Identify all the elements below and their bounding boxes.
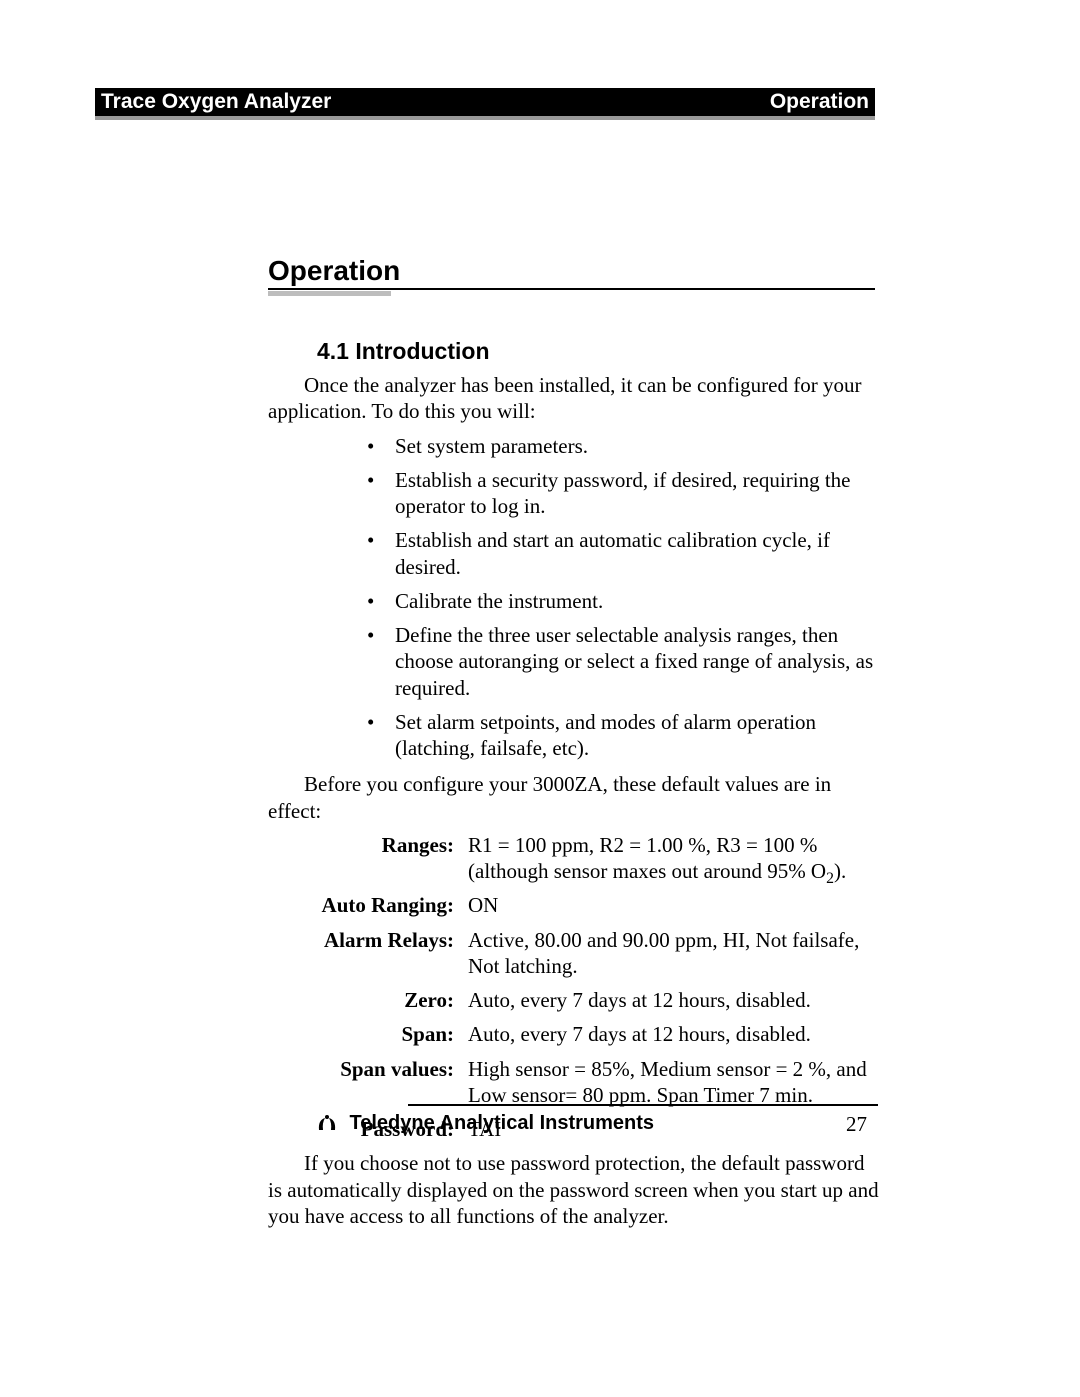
list-item: Establish a security password, if desire… bbox=[373, 467, 879, 520]
default-label: Zero: bbox=[268, 987, 468, 1013]
default-value: ON bbox=[468, 892, 879, 918]
chapter-rule bbox=[268, 288, 875, 290]
teledyne-logo-icon bbox=[316, 1114, 338, 1138]
table-row: Zero: Auto, every 7 days at 12 hours, di… bbox=[268, 987, 879, 1013]
default-label: Auto Ranging: bbox=[268, 892, 468, 918]
footer-rule bbox=[408, 1104, 878, 1106]
closing-paragraph: If you choose not to use password protec… bbox=[268, 1150, 879, 1229]
intro-paragraph: Once the analyzer has been installed, it… bbox=[268, 372, 879, 425]
header-underline bbox=[95, 116, 875, 120]
defaults-table: Ranges: R1 = 100 ppm, R2 = 1.00 %, R3 = … bbox=[268, 832, 879, 1143]
default-value: Active, 80.00 and 90.00 ppm, HI, Not fai… bbox=[468, 927, 879, 980]
page-number: 27 bbox=[846, 1112, 867, 1137]
table-row: Span: Auto, every 7 days at 12 hours, di… bbox=[268, 1021, 879, 1047]
default-label: Span: bbox=[268, 1021, 468, 1047]
default-value: High sensor = 85%, Medium sensor = 2 %, … bbox=[468, 1056, 879, 1109]
table-row: Span values: High sensor = 85%, Medium s… bbox=[268, 1056, 879, 1109]
list-item: Calibrate the instrument. bbox=[373, 588, 879, 614]
default-value: Auto, every 7 days at 12 hours, disabled… bbox=[468, 1021, 879, 1047]
section-title: 4.1 Introduction bbox=[317, 338, 490, 365]
list-item: Set system parameters. bbox=[373, 433, 879, 459]
default-label: Alarm Relays: bbox=[268, 927, 468, 980]
header-left: Trace Oxygen Analyzer bbox=[101, 90, 331, 114]
footer-company: Teledyne Analytical Instruments bbox=[350, 1112, 655, 1134]
table-row: Alarm Relays: Active, 80.00 and 90.00 pp… bbox=[268, 927, 879, 980]
default-value: R1 = 100 ppm, R2 = 1.00 %, R3 = 100 % (a… bbox=[468, 832, 879, 885]
footer: Teledyne Analytical Instruments 27 bbox=[95, 1112, 875, 1142]
defaults-intro: Before you configure your 3000ZA, these … bbox=[268, 771, 879, 824]
bullet-list: Set system parameters. Establish a secur… bbox=[268, 433, 879, 762]
header-bar: Trace Oxygen Analyzer Operation bbox=[95, 88, 875, 116]
chapter-rule-shadow bbox=[268, 291, 391, 296]
body-content: Once the analyzer has been installed, it… bbox=[268, 372, 879, 1237]
list-item: Define the three user selectable analysi… bbox=[373, 622, 879, 701]
footer-center: Teledyne Analytical Instruments bbox=[95, 1112, 875, 1138]
header-right: Operation bbox=[770, 90, 869, 114]
default-label: Span values: bbox=[268, 1056, 468, 1109]
table-row: Auto Ranging: ON bbox=[268, 892, 879, 918]
chapter-title: Operation bbox=[268, 255, 400, 287]
list-item: Set alarm setpoints, and modes of alarm … bbox=[373, 709, 879, 762]
page: Trace Oxygen Analyzer Operation Operatio… bbox=[0, 0, 1080, 1397]
list-item: Establish and start an automatic calibra… bbox=[373, 527, 879, 580]
default-value: Auto, every 7 days at 12 hours, disabled… bbox=[468, 987, 879, 1013]
table-row: Ranges: R1 = 100 ppm, R2 = 1.00 %, R3 = … bbox=[268, 832, 879, 885]
default-label: Ranges: bbox=[268, 832, 468, 885]
